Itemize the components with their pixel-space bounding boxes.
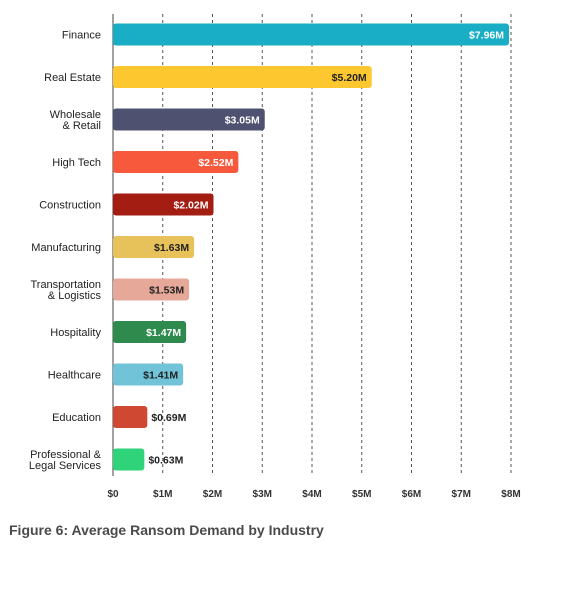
data-label: $3.05M xyxy=(225,115,260,127)
category-labels: Finance Real Estate Wholesale & Retail High … xyxy=(29,30,102,473)
category-label: Finance xyxy=(62,30,101,42)
x-tick-label: $5M xyxy=(352,489,371,500)
bar xyxy=(113,108,265,131)
data-label: $0.63M xyxy=(148,455,183,467)
bar xyxy=(113,236,195,258)
data-label: $1.53M xyxy=(149,285,184,297)
bar xyxy=(113,278,190,301)
category-label: Real Estate xyxy=(44,72,101,84)
bar xyxy=(113,193,214,216)
figure-caption: Figure 6: Average Ransom Demand by Indus… xyxy=(9,522,324,538)
x-tick-label: $6M xyxy=(402,489,421,500)
bar xyxy=(113,151,239,173)
data-label: $7.96M xyxy=(469,30,504,42)
bar xyxy=(113,23,510,46)
category-label: Transportation & Logistics xyxy=(30,279,101,302)
data-label: $1.63M xyxy=(154,242,189,254)
data-label: $5.20M xyxy=(332,72,367,84)
bar xyxy=(113,448,145,471)
bar xyxy=(113,66,372,88)
category-label: Healthcare xyxy=(48,370,101,382)
category-label: Hospitality xyxy=(50,327,101,339)
category-label: High Tech xyxy=(52,157,101,169)
x-tick-label: $8M xyxy=(501,489,520,500)
x-tick-label: $2M xyxy=(203,489,222,500)
x-tick-label: $4M xyxy=(302,489,321,500)
category-label: Wholesale & Retail xyxy=(50,109,101,132)
data-label: $0.69M xyxy=(151,412,186,424)
x-tick-label: $0 xyxy=(107,489,119,500)
data-label: $1.47M xyxy=(146,327,181,339)
bars: $7.96M $5.20M $3.05M $2.52M $2.02M $1.63M $1.5… xyxy=(113,23,510,471)
bar xyxy=(113,406,148,428)
category-label: Construction xyxy=(39,200,101,212)
x-tick-labels: $0 $1M $2M $3M $4M $5M $6M $7M $8M xyxy=(107,489,520,500)
ransom-demand-chart: $7.96M $5.20M $3.05M $2.52M $2.02M $1.63M $1.5… xyxy=(29,14,521,500)
bar xyxy=(113,363,184,386)
data-label: $1.41M xyxy=(143,370,178,382)
bar xyxy=(113,321,187,343)
category-label: Manufacturing xyxy=(31,242,101,254)
category-label: Education xyxy=(52,412,101,424)
data-label: $2.02M xyxy=(173,200,208,212)
category-label: Professional & Legal Services xyxy=(29,449,102,472)
x-tick-label: $7M xyxy=(452,489,471,500)
data-label: $2.52M xyxy=(198,157,233,169)
x-tick-label: $3M xyxy=(253,489,272,500)
x-tick-label: $1M xyxy=(153,489,172,500)
